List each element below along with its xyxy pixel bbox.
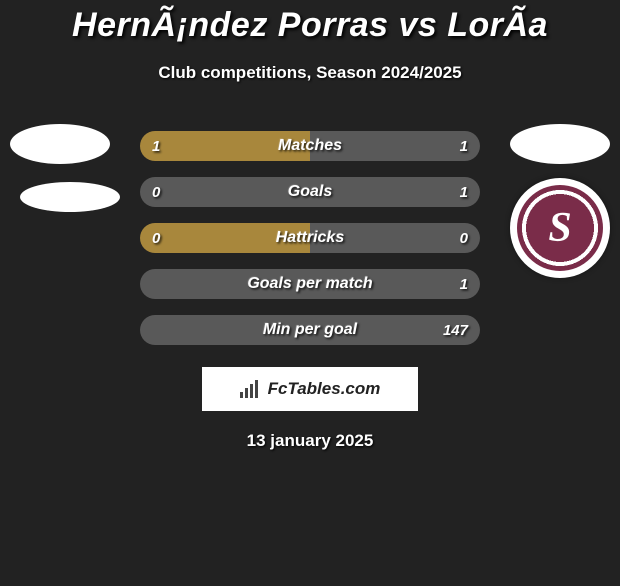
stat-row: Min per goal 147 (10, 307, 610, 353)
stats-block: 1 Matches 1 0 Goals 1 0 Hattricks 0 Goal… (0, 123, 620, 353)
stat-row: 1 Matches 1 (10, 123, 610, 169)
stat-value-right: 147 (443, 315, 468, 345)
stat-row: 0 Goals 1 (10, 169, 610, 215)
stat-value-right: 1 (460, 269, 468, 299)
stat-label: Goals per match (140, 269, 480, 299)
stat-label: Goals (140, 177, 480, 207)
page-title: HernÃ¡ndez Porras vs LorÃ­a (0, 6, 620, 45)
stat-value-right: 0 (460, 223, 468, 253)
date-text: 13 january 2025 (0, 431, 620, 451)
brand-box[interactable]: FcTables.com (202, 367, 418, 411)
stat-row: Goals per match 1 (10, 261, 610, 307)
stat-label: Hattricks (140, 223, 480, 253)
stat-row: 0 Hattricks 0 (10, 215, 610, 261)
stat-label: Min per goal (140, 315, 480, 345)
subtitle: Club competitions, Season 2024/2025 (0, 63, 620, 83)
stat-bar: 1 Matches 1 (140, 131, 480, 161)
stat-bar: 0 Hattricks 0 (140, 223, 480, 253)
fctables-logo-icon (240, 380, 262, 398)
stat-label: Matches (140, 131, 480, 161)
brand-text: FcTables.com (268, 379, 381, 399)
stat-value-right: 1 (460, 131, 468, 161)
stat-bar: 0 Goals 1 (140, 177, 480, 207)
stat-bar: Goals per match 1 (140, 269, 480, 299)
stat-bar: Min per goal 147 (140, 315, 480, 345)
stat-value-right: 1 (460, 177, 468, 207)
